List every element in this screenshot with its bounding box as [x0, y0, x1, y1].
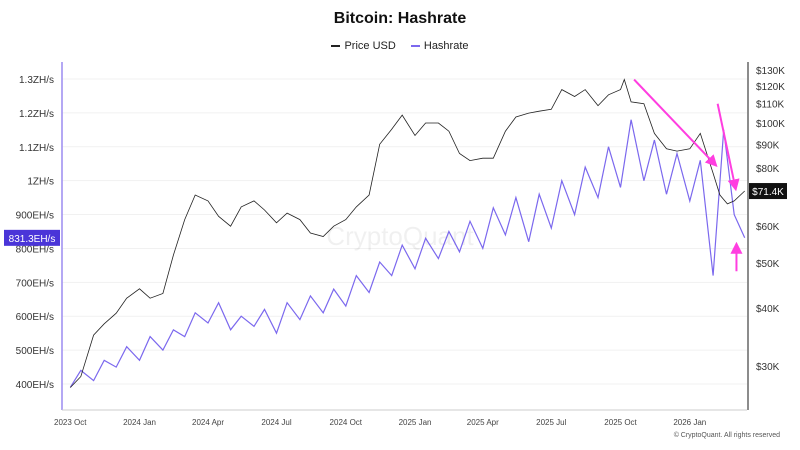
legend-item-price[interactable]: Price USD [331, 40, 396, 52]
x-tick-label: 2024 Jan [123, 418, 156, 427]
left-tick-label: 600EH/s [16, 312, 54, 323]
right-tick-label: $100K [756, 119, 785, 130]
watermark: CryptoQuant [326, 221, 474, 251]
legend-item-hashrate[interactable]: Hashrate [410, 40, 469, 52]
x-tick-label: 2025 Apr [467, 418, 499, 427]
hashrate-line [69, 119, 746, 388]
right-tick-label: $50K [756, 259, 780, 270]
right-tick-label: $90K [756, 140, 780, 151]
chart-title: Bitcoin: Hashrate [333, 10, 467, 27]
left-tick-label: 1.1ZH/s [19, 143, 54, 154]
left-tick-label: 400EH/s [16, 380, 54, 391]
annotation-arrow [633, 78, 718, 168]
right-tick-label: $40K [756, 304, 780, 315]
crosshair-right-label: $71.4K [752, 187, 784, 198]
legend-swatch-hashrate [410, 45, 420, 47]
x-tick-label: 2025 Jan [399, 418, 432, 427]
left-tick-label: 500EH/s [16, 346, 54, 357]
x-tick-label: 2025 Oct [604, 418, 637, 427]
legend-swatch-price [331, 45, 341, 47]
right-tick-label: $130K [756, 66, 785, 77]
crosshair-right-box [749, 183, 787, 200]
legend: Price USD Hashrate [0, 38, 800, 52]
x-tick-label: 2024 Apr [192, 418, 224, 427]
price-line [70, 78, 745, 388]
x-tick-label: 2025 Jul [536, 418, 566, 427]
left-tick-label: 1.3ZH/s [19, 75, 54, 86]
left-tick-label: 900EH/s [16, 211, 54, 222]
crosshair-left-box [4, 229, 60, 246]
legend-label-hashrate: Hashrate [423, 40, 469, 52]
left-tick-label: 800EH/s [16, 244, 54, 255]
legend-label-price: Price USD [344, 40, 396, 52]
right-tick-label: $80K [756, 164, 780, 175]
x-tick-label: 2024 Jul [261, 418, 291, 427]
x-tick-label: 2024 Oct [330, 418, 363, 427]
left-tick-label: 1ZH/s [27, 177, 54, 188]
right-tick-label: $60K [756, 222, 780, 233]
crosshair-left-label: 831.3EH/s [9, 234, 56, 245]
left-tick-label: 1.2ZH/s [19, 109, 54, 120]
annotation-arrow [716, 103, 740, 192]
left-tick-label: 700EH/s [16, 278, 54, 289]
right-tick-label: $30K [756, 362, 780, 373]
x-tick-label: 2026 Jan [673, 418, 706, 427]
x-tick-label: 2023 Oct [54, 418, 87, 427]
copyright: © CryptoQuant. All rights reserved [673, 432, 780, 439]
right-tick-label: $110K [756, 100, 785, 111]
right-tick-label: $120K [756, 82, 785, 93]
